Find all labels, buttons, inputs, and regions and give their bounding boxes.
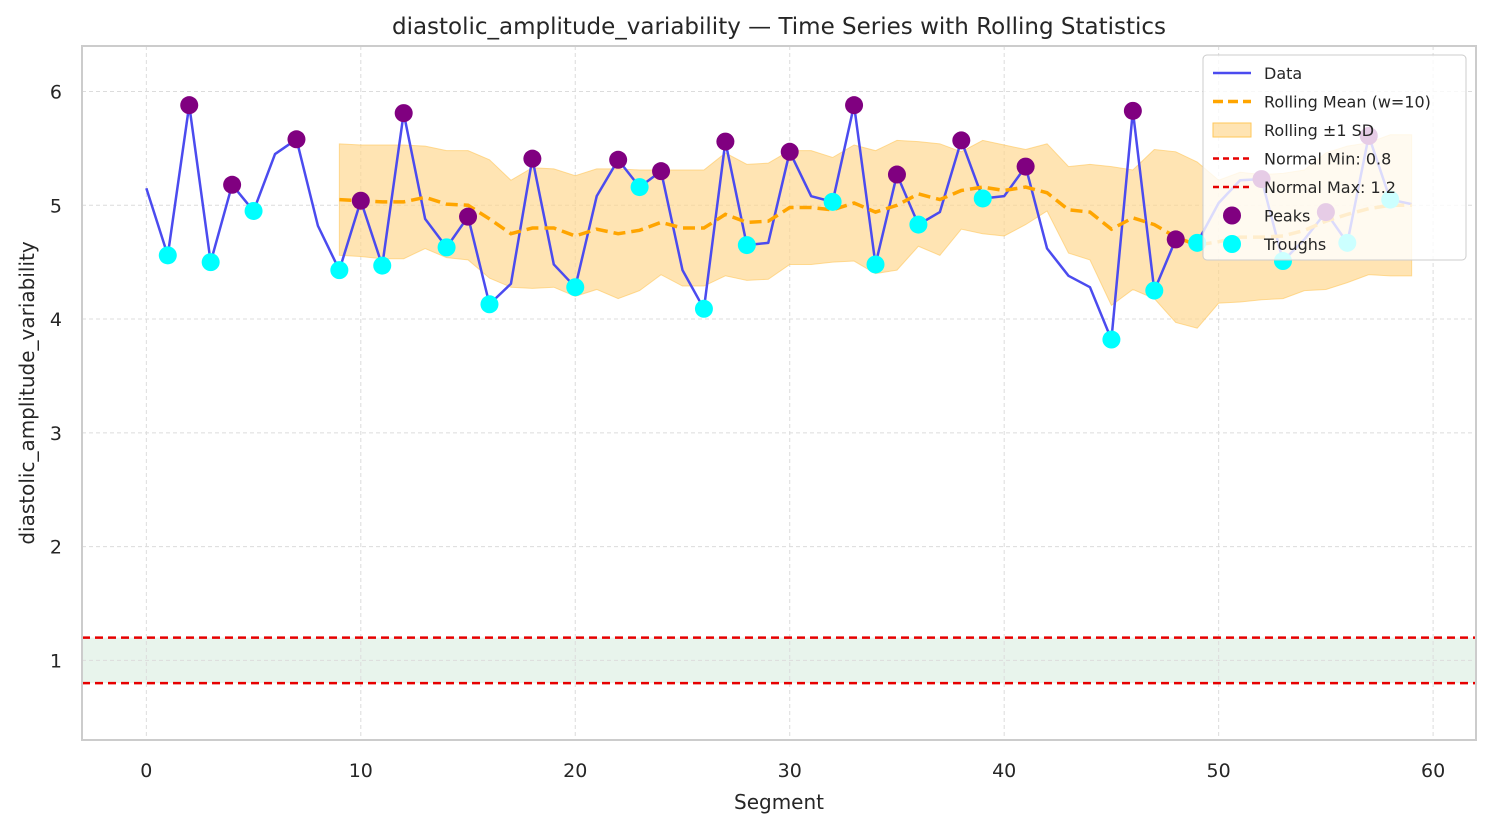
legend-swatch-troughs xyxy=(1223,235,1241,253)
peak-marker xyxy=(287,130,306,149)
trough-marker xyxy=(566,278,585,297)
y-tick-label: 1 xyxy=(50,650,62,672)
y-axis-label: diastolic_amplitude_variability xyxy=(15,241,39,545)
y-tick-label: 4 xyxy=(50,309,62,331)
peak-marker xyxy=(459,207,478,226)
legend: Data Rolling Mean (w=10) Rolling ±1 SD N… xyxy=(1202,54,1467,261)
legend-label-rolling-mean: Rolling Mean (w=10) xyxy=(1264,93,1431,112)
peak-marker xyxy=(652,162,671,181)
x-tick-label: 50 xyxy=(1207,760,1231,782)
legend-label-rolling-sd: Rolling ±1 SD xyxy=(1264,121,1374,140)
y-tick-label: 5 xyxy=(50,195,62,217)
peak-marker xyxy=(952,131,971,150)
peak-marker xyxy=(887,165,906,184)
legend-label-troughs: Troughs xyxy=(1263,235,1326,254)
trough-marker xyxy=(909,215,928,234)
trough-marker xyxy=(866,255,885,274)
rolling-sd-layer xyxy=(338,134,1413,329)
legend-label-normal-min: Normal Min: 0.8 xyxy=(1264,150,1391,169)
peak-marker xyxy=(523,149,542,168)
trough-marker xyxy=(823,192,842,211)
legend-label-data: Data xyxy=(1264,64,1302,83)
x-tick-label: 60 xyxy=(1421,760,1445,782)
peak-marker xyxy=(180,96,199,115)
legend-label-normal-max: Normal Max: 1.2 xyxy=(1264,178,1396,197)
legend-swatch-peaks xyxy=(1223,206,1241,225)
reference-lines-layer xyxy=(82,636,1476,685)
y-tick-label: 2 xyxy=(50,537,62,559)
x-tick-label: 20 xyxy=(563,760,587,782)
trough-marker xyxy=(1188,233,1207,252)
peak-marker xyxy=(845,96,864,115)
peak-marker xyxy=(351,191,370,210)
legend-swatch-rolling-sd xyxy=(1212,122,1252,138)
plot-frame xyxy=(81,45,1477,741)
trough-marker xyxy=(244,201,263,220)
x-tick-label: 10 xyxy=(349,760,373,782)
trough-marker xyxy=(694,299,713,318)
chart-title: diastolic_amplitude_variability — Time S… xyxy=(392,14,1166,40)
y-tick-label: 3 xyxy=(50,423,62,445)
x-axis-label: Segment xyxy=(734,790,824,814)
trough-marker xyxy=(1102,330,1121,349)
legend-swatches xyxy=(1212,71,1252,253)
peak-marker xyxy=(1016,157,1035,176)
y-tick-label: 6 xyxy=(50,82,62,104)
peak-marker xyxy=(716,132,735,151)
trough-marker xyxy=(201,253,220,272)
peak-marker xyxy=(1166,230,1185,249)
x-tick-label: 40 xyxy=(992,760,1016,782)
peak-marker xyxy=(1123,101,1142,120)
peak-marker xyxy=(394,104,413,123)
trough-marker xyxy=(158,246,177,265)
legend-label-peaks: Peaks xyxy=(1264,207,1310,226)
axes-frame xyxy=(81,45,1477,741)
trough-marker xyxy=(330,261,349,280)
rolling-sd-band xyxy=(338,134,1413,329)
peak-marker xyxy=(780,142,799,161)
trough-marker xyxy=(1145,281,1164,300)
legend-box xyxy=(1202,54,1467,261)
tick-labels: 0 10 20 30 40 50 60 1 2 3 4 5 6 xyxy=(50,82,1445,782)
trough-marker xyxy=(973,189,992,208)
peak-marker xyxy=(609,150,628,169)
rolling-mean-line xyxy=(339,185,1412,247)
trough-marker xyxy=(373,256,392,275)
x-tick-label: 30 xyxy=(778,760,802,782)
peak-marker xyxy=(223,175,242,194)
trough-marker xyxy=(437,238,456,257)
trough-marker xyxy=(480,295,499,314)
trough-marker xyxy=(630,178,649,197)
trough-marker xyxy=(737,236,756,255)
x-tick-label: 0 xyxy=(140,760,152,782)
rolling-mean-layer xyxy=(339,185,1412,247)
